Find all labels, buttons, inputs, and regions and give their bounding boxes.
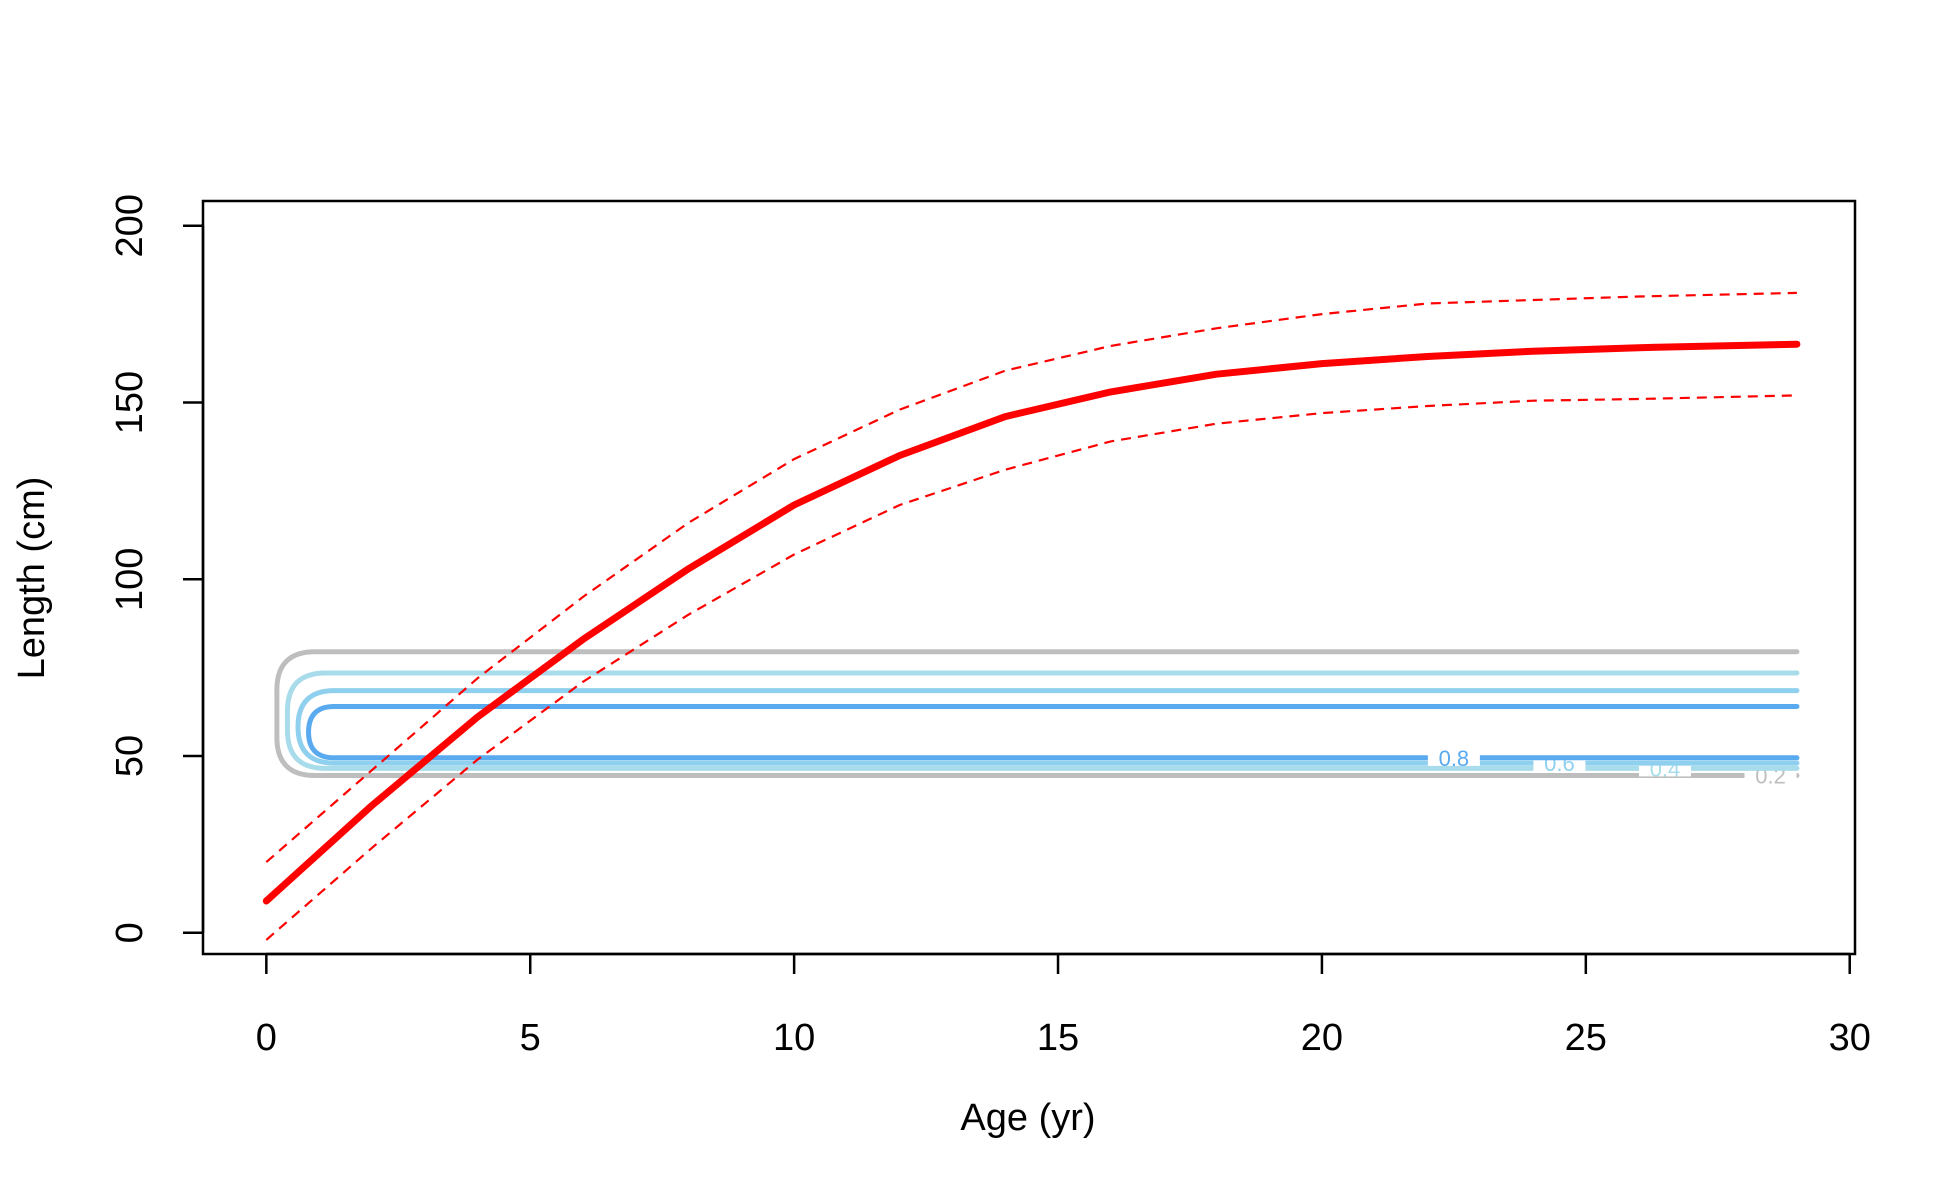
x-tick-label: 10 bbox=[773, 1017, 815, 1059]
contour-line-0-4 bbox=[284, 670, 1800, 771]
y-axis-title: Length (cm) bbox=[11, 477, 53, 680]
contour-label-0-8: 0.8 bbox=[1439, 746, 1470, 771]
x-tick-label: 25 bbox=[1565, 1017, 1607, 1059]
contour-label-0-4: 0.4 bbox=[1650, 756, 1681, 781]
contour-line-0-2 bbox=[274, 649, 1800, 778]
y-tick-label: 0 bbox=[109, 922, 151, 943]
contour-layer: 0.20.40.60.8 bbox=[274, 649, 1800, 788]
x-tick-label: 0 bbox=[256, 1017, 277, 1059]
contour-label-gap bbox=[1744, 767, 1797, 784]
contour-line-0-8 bbox=[306, 704, 1800, 761]
x-tick-label: 30 bbox=[1829, 1017, 1871, 1059]
contour-label-0-6: 0.6 bbox=[1544, 751, 1575, 776]
series-layer bbox=[262, 291, 1801, 941]
x-tick-label: 5 bbox=[520, 1017, 541, 1059]
axis-layer: 0 5 10 15 20 25 30 0 50 100 150 200 bbox=[109, 194, 1871, 1059]
y-tick-label: 200 bbox=[109, 194, 151, 257]
contour-label-gap bbox=[1427, 749, 1480, 766]
y-tick-label: 50 bbox=[109, 735, 151, 777]
lower-interval-line bbox=[265, 394, 1797, 941]
y-tick-label: 150 bbox=[109, 371, 151, 434]
x-tick-label: 20 bbox=[1301, 1017, 1343, 1059]
upper-interval-line bbox=[265, 291, 1797, 863]
mean-growth-curve bbox=[262, 340, 1801, 905]
x-tick-label: 15 bbox=[1037, 1017, 1079, 1059]
contour-line-0-6 bbox=[295, 688, 1800, 766]
y-tick-label: 100 bbox=[109, 548, 151, 611]
x-axis-title: Age (yr) bbox=[960, 1097, 1095, 1139]
